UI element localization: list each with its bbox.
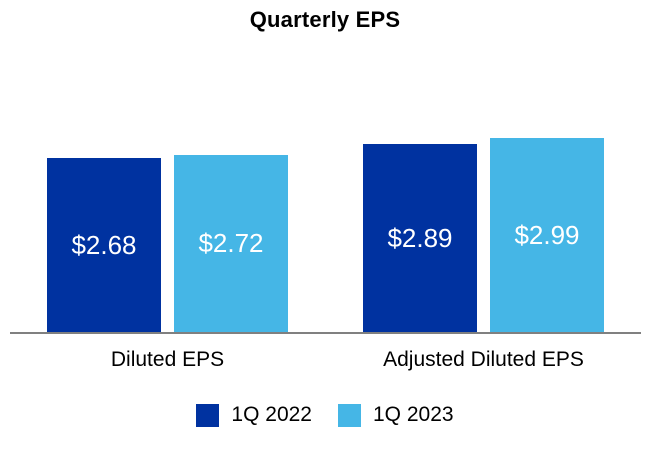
x-axis-line xyxy=(10,332,641,334)
chart-title: Quarterly EPS xyxy=(249,7,401,32)
bar: $2.72 xyxy=(174,155,288,332)
legend: 1Q 2022 1Q 2023 xyxy=(0,403,650,427)
legend-label: 1Q 2022 xyxy=(231,403,312,426)
bar: $2.89 xyxy=(363,144,477,332)
bar: $2.68 xyxy=(47,158,161,332)
legend-swatch xyxy=(338,403,361,427)
legend-item: 1Q 2022 xyxy=(196,403,312,427)
legend-item: 1Q 2023 xyxy=(338,403,454,427)
bar: $2.99 xyxy=(490,138,604,332)
bar-value-label: $2.72 xyxy=(198,228,264,258)
bar-value-label: $2.68 xyxy=(71,229,137,260)
x-axis-label: Diluted EPS xyxy=(110,348,225,371)
bar-value-label: $2.89 xyxy=(387,222,453,253)
legend-swatch xyxy=(196,403,220,427)
x-axis-label: Adjusted Diluted EPS xyxy=(383,348,584,371)
bar-value-label: $2.99 xyxy=(514,219,580,250)
legend-label: 1Q 2023 xyxy=(373,403,454,426)
